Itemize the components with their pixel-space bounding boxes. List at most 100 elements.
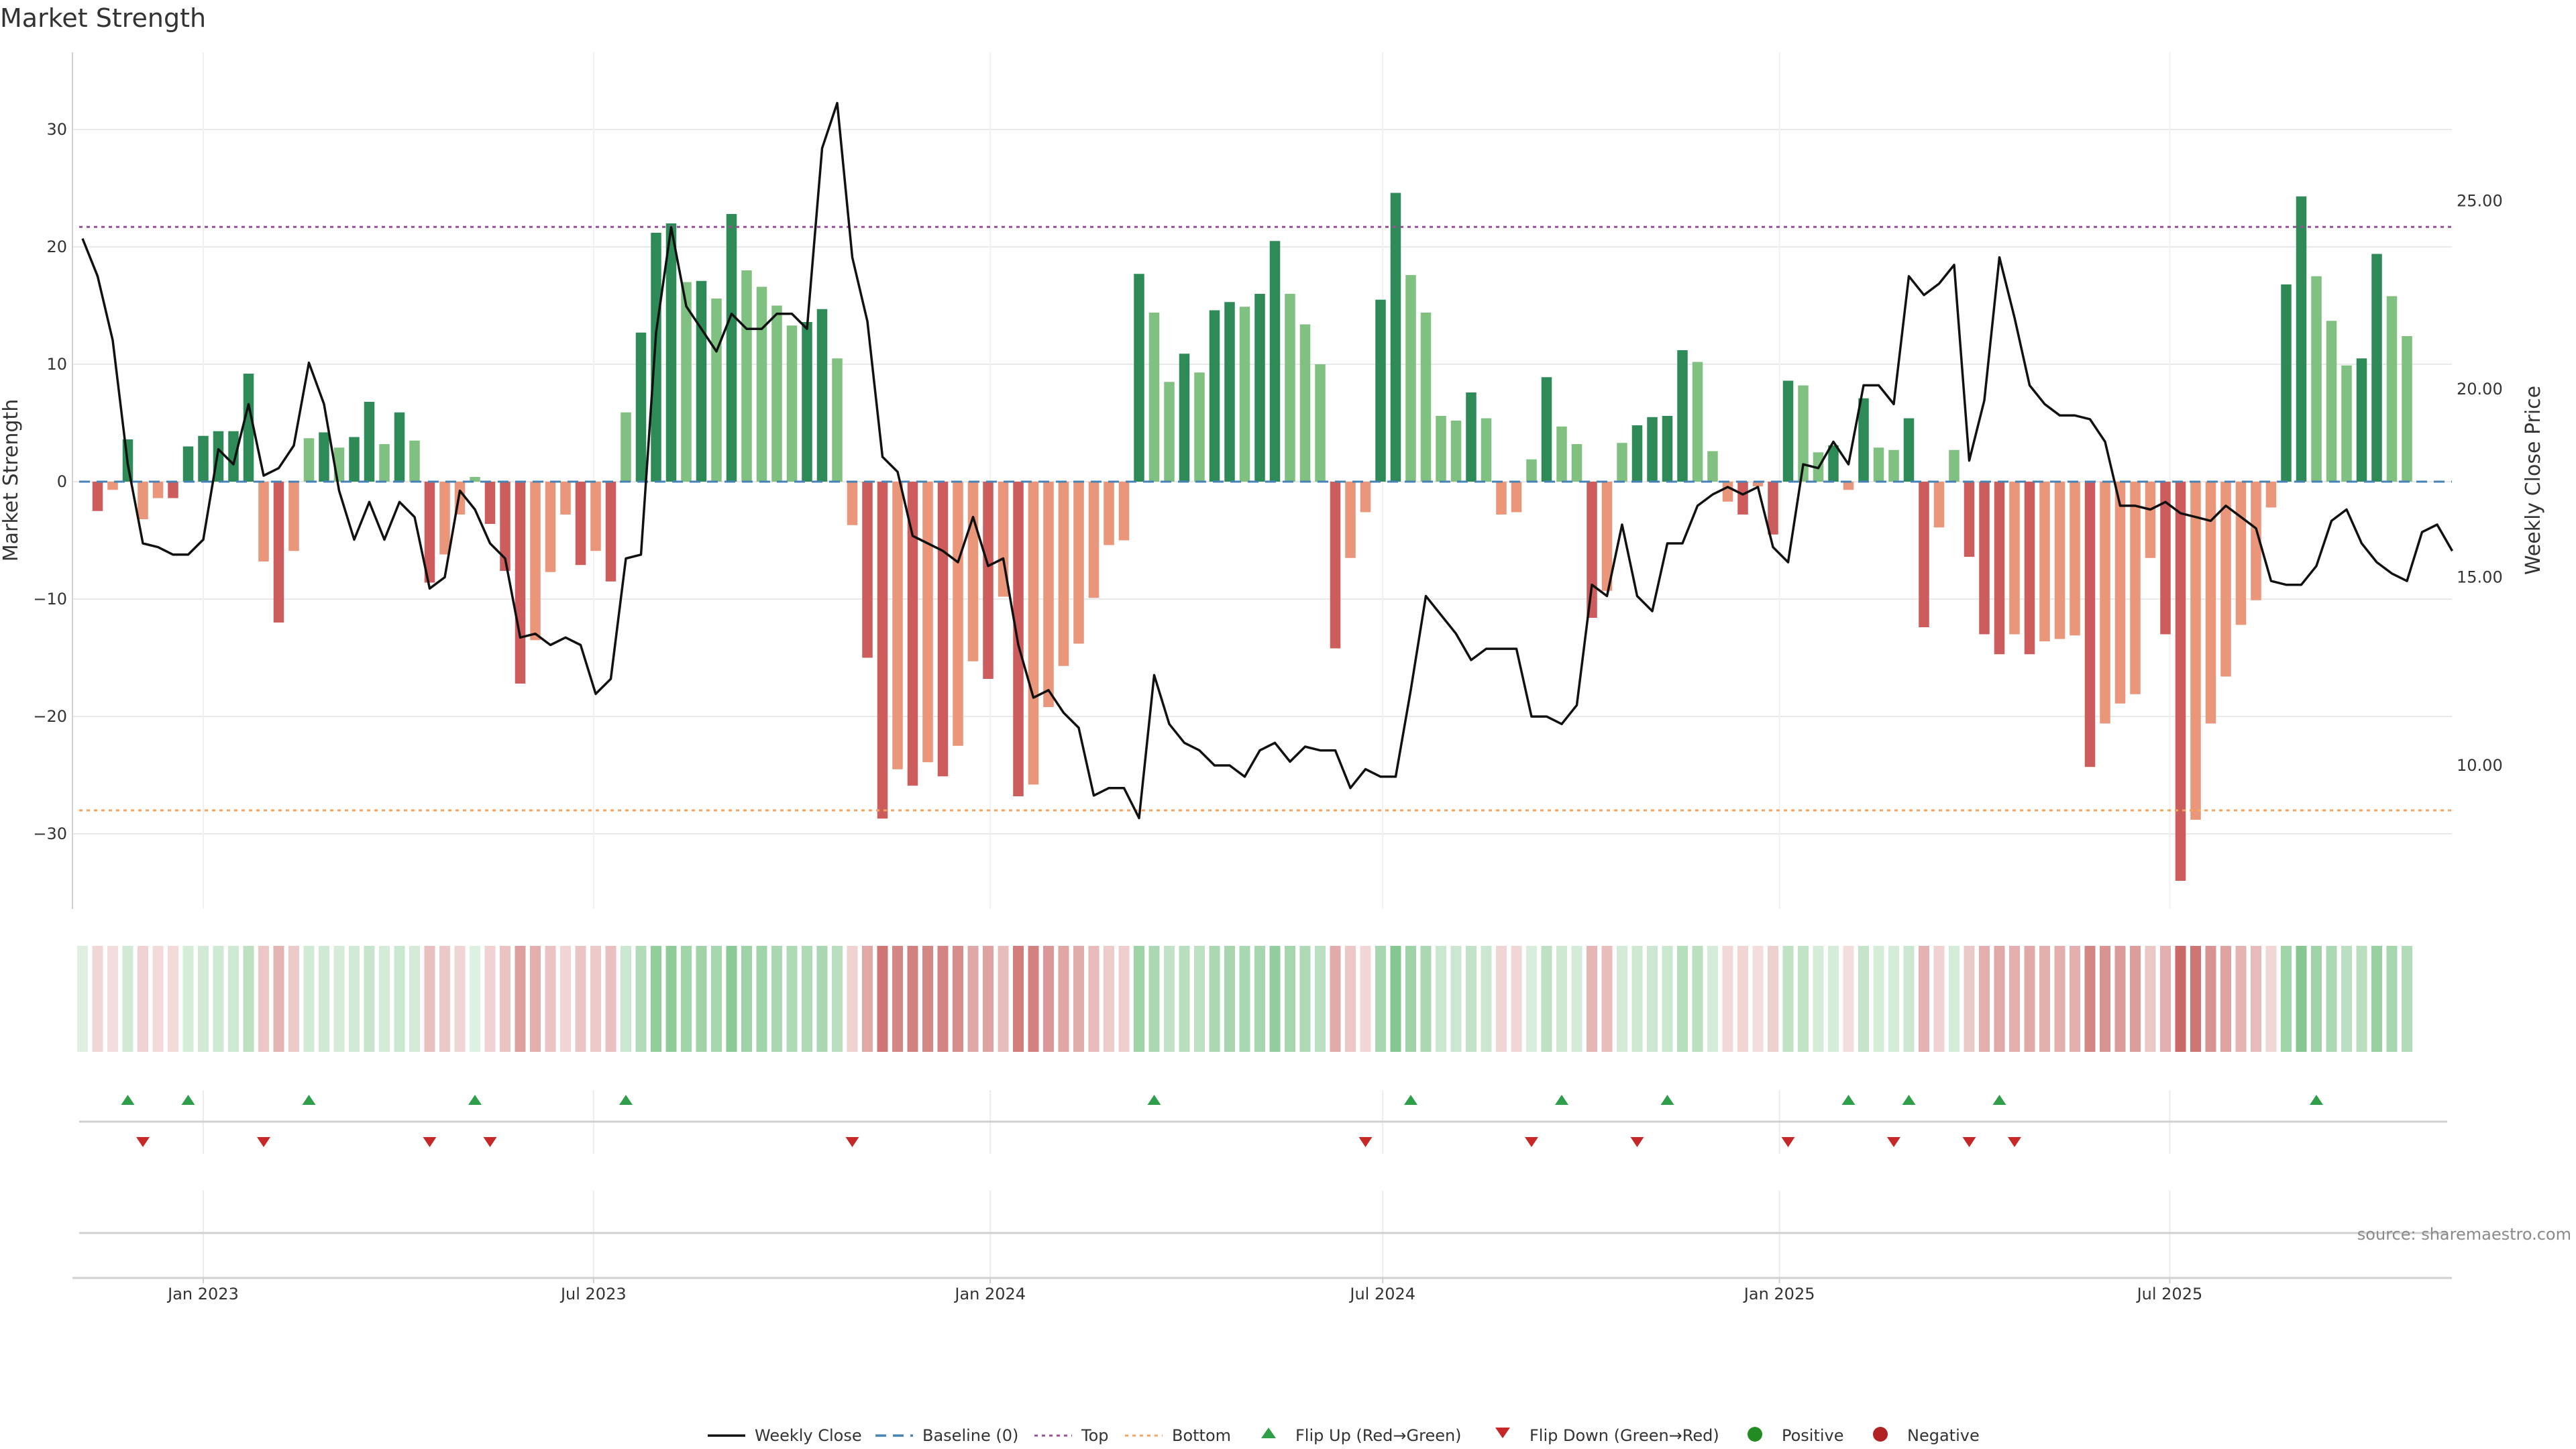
heat-cell [182, 946, 194, 1052]
strength-bar [1269, 241, 1281, 482]
flip-down-marker [257, 1137, 270, 1147]
strength-bar [1631, 425, 1643, 482]
strength-bar [771, 305, 782, 482]
strength-bar [802, 322, 812, 482]
heat-cell [1737, 946, 1748, 1052]
strength-bar [439, 482, 450, 555]
strength-bar [651, 233, 661, 482]
heat-cell [2009, 946, 2020, 1052]
heat-cell [862, 946, 873, 1052]
heat-cell [1994, 946, 2005, 1052]
heat-cell [2371, 946, 2382, 1052]
legend-swatch [1748, 1427, 1762, 1442]
legend-item: Flip Down (Green→Red) [1495, 1426, 1719, 1445]
heat-cell [2281, 946, 2292, 1052]
left-tick-label: 10 [46, 355, 67, 374]
strength-bar [1375, 299, 1386, 482]
x-axis-ticks: Jan 2023 Jul 2023 Jan 2024 Jul 2024 Jan 2025… [166, 1278, 2202, 1303]
strength-bar [696, 280, 707, 482]
heat-cell [1919, 946, 1929, 1052]
flip-down-marker [136, 1137, 150, 1147]
heat-cell [2070, 946, 2080, 1052]
heat-cell [1768, 946, 1778, 1052]
strength-bar [1239, 307, 1250, 482]
heat-cell [1345, 946, 1356, 1052]
strength-bar [2311, 276, 2322, 482]
heat-cell [2265, 946, 2277, 1052]
strength-bar [2281, 284, 2292, 482]
strength-bar [515, 482, 526, 684]
heat-cell [1571, 946, 1582, 1052]
heat-cell [816, 946, 828, 1052]
heat-cell [319, 946, 329, 1052]
strength-bar [500, 482, 511, 571]
strength-bar [1707, 451, 1718, 482]
heat-cell [515, 946, 526, 1052]
flip-down-marker [1358, 1137, 1373, 1147]
x-tick-label: Jan 2024 [953, 1285, 1026, 1303]
strength-bar [1420, 313, 1432, 482]
heat-cell [1436, 946, 1446, 1052]
heat-cell [998, 946, 1009, 1052]
heat-cell [1903, 946, 1915, 1052]
legend-item: Weekly Close [708, 1426, 862, 1445]
strength-bar [168, 482, 178, 498]
heat-strip [77, 946, 2412, 1052]
heat-cell [1647, 946, 1658, 1052]
strength-bar [349, 437, 360, 482]
legend-label: Weekly Close [755, 1426, 862, 1445]
heat-cell [258, 946, 269, 1052]
heat-cell [2220, 946, 2231, 1052]
heat-cell [665, 946, 677, 1052]
heat-cell [1420, 946, 1432, 1052]
heat-cell [2114, 946, 2126, 1052]
heat-cell [832, 946, 843, 1052]
strength-bar [1556, 426, 1567, 482]
heat-cell [2160, 946, 2171, 1052]
strength-bar [741, 270, 752, 482]
legend-label: Negative [1907, 1426, 1980, 1445]
strength-bar [1903, 418, 1915, 482]
left-axis-title: Market Strength [0, 399, 23, 561]
heat-cell [953, 946, 963, 1052]
strength-bar [1073, 482, 1084, 644]
left-tick-label: 0 [57, 472, 67, 491]
heat-cell [1285, 946, 1295, 1052]
strength-bar [575, 482, 586, 566]
flip-down-marker [1781, 1137, 1795, 1147]
heat-cell [1390, 946, 1401, 1052]
flip-down-marker [845, 1137, 859, 1147]
heat-cell [107, 946, 118, 1052]
strength-bar [1043, 482, 1054, 707]
strength-bar [2024, 482, 2035, 655]
strength-bar [1209, 310, 1220, 482]
strength-bar [2145, 482, 2156, 558]
x-tick-label: Jan 2023 [166, 1285, 239, 1303]
strength-bar [2356, 358, 2367, 482]
flip-markers [121, 1095, 2323, 1147]
heat-cell [726, 946, 737, 1052]
right-tick-label: 20.00 [2457, 380, 2503, 398]
strength-bar [1224, 302, 1235, 482]
strength-bar [2220, 482, 2231, 677]
strength-bar [228, 431, 239, 482]
strength-bar [892, 482, 903, 769]
strength-bar [379, 444, 390, 482]
strength-bar [198, 435, 209, 482]
left-tick-label: −20 [33, 707, 67, 726]
flip-up-marker [619, 1095, 633, 1105]
strength-bar [1360, 482, 1371, 513]
flip-up-marker [1147, 1095, 1161, 1105]
strength-bar [1254, 294, 1265, 482]
heat-cell [168, 946, 178, 1052]
strength-bar [2371, 254, 2382, 482]
heat-cell [379, 946, 390, 1052]
heat-cell [138, 946, 148, 1052]
strength-bar [1164, 382, 1175, 482]
strength-bar [288, 482, 299, 551]
strength-bar [816, 309, 828, 482]
strength-bar [1617, 443, 1627, 482]
strength-bar [1345, 482, 1356, 558]
strength-bar [182, 446, 194, 482]
heat-cell [500, 946, 511, 1052]
